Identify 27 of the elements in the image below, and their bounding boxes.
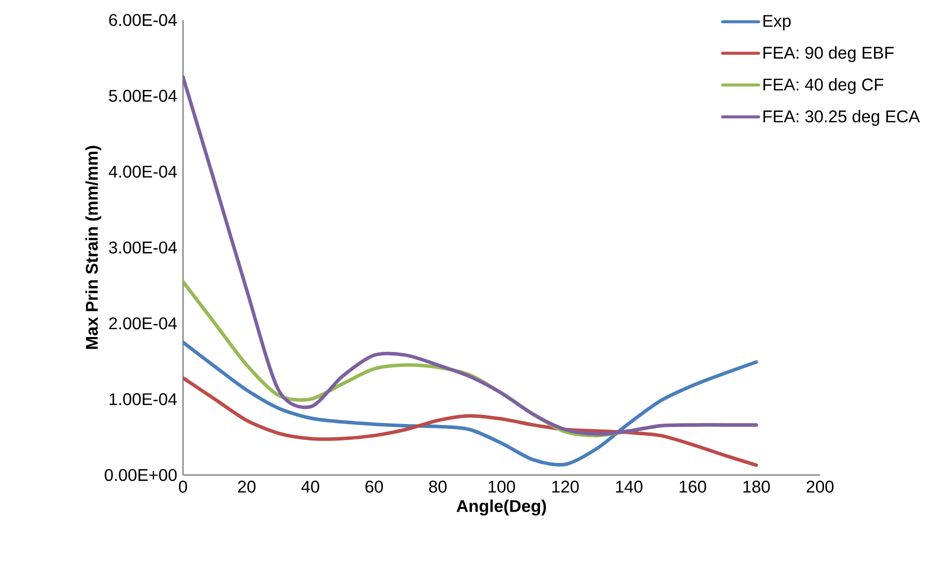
x-tick-label: 0 xyxy=(178,480,188,493)
legend-label: Exp xyxy=(763,15,791,30)
x-tick-label: 60 xyxy=(366,480,383,493)
y-tick-label: 2.00E-04 xyxy=(109,317,177,330)
x-axis-title: Angle(Deg) xyxy=(456,500,546,516)
line-series xyxy=(183,376,758,467)
x-tick-label: 100 xyxy=(488,480,516,493)
x-tick-label: 200 xyxy=(806,480,834,493)
legend-label: FEA: 90 deg EBF xyxy=(763,46,894,62)
x-tick-label: 180 xyxy=(743,480,770,493)
line-series xyxy=(183,340,758,467)
line-series xyxy=(183,75,758,436)
legend-label: FEA: 30.25 deg ECA xyxy=(763,110,920,126)
x-tick-label: 160 xyxy=(680,480,706,493)
y-tick-label: 1.00E-04 xyxy=(110,393,177,406)
y-tick-label: 3.00E-04 xyxy=(108,241,177,254)
x-tick-label: 40 xyxy=(301,480,320,493)
x-tick-label: 120 xyxy=(552,480,579,493)
x-tick-label: 140 xyxy=(616,480,642,493)
y-tick-label: 5.00E-04 xyxy=(109,90,177,102)
x-tick-label: 20 xyxy=(238,480,256,493)
x-tick-label: 80 xyxy=(429,480,447,493)
legend-label: FEA: 40 deg CF xyxy=(763,78,884,94)
y-tick-label: 6.00E-04 xyxy=(109,14,177,26)
y-tick-label: 0.00E+00 xyxy=(104,468,177,482)
y-axis-title: Max Prin Strain (mm/mm) xyxy=(85,146,102,349)
y-tick-label: 4.00E-04 xyxy=(108,166,177,178)
